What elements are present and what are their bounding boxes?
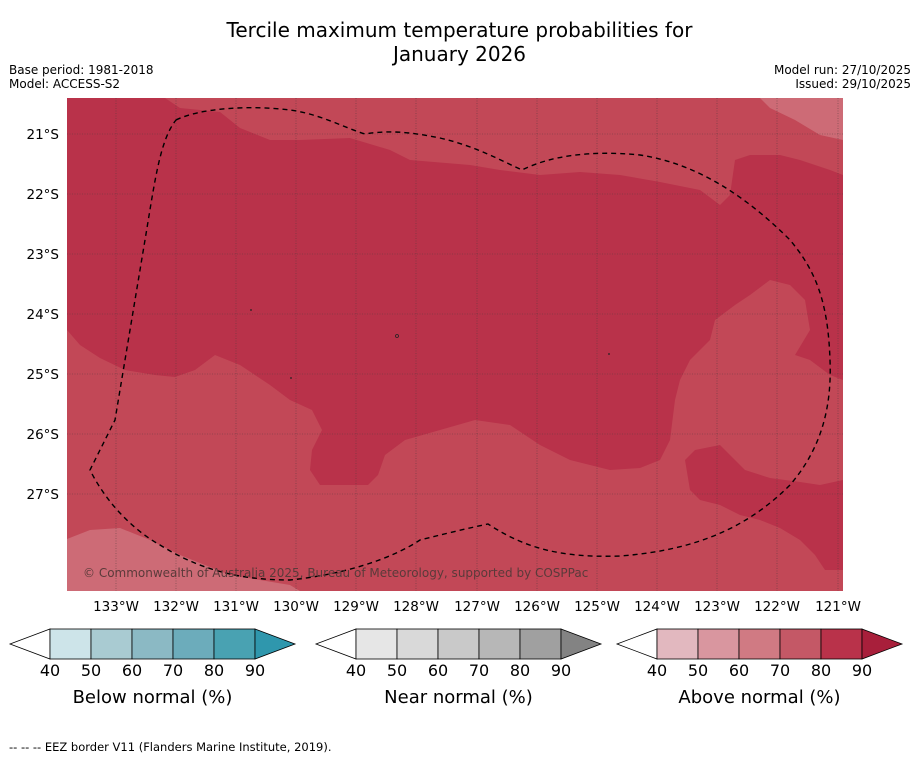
legend-below-normal: 40 50 60 70 80 90 Below normal (%): [8, 628, 297, 708]
gridlines: [67, 98, 843, 591]
lon-label: 125°W: [574, 599, 620, 615]
colorbar-tick-label: 70: [469, 661, 489, 680]
colorbar-tick-label: 50: [688, 661, 708, 680]
zone-light-top-right: [760, 98, 843, 140]
zone-dark-main: [67, 98, 843, 485]
colorbar-arrow-low: [314, 628, 357, 660]
map-figure: © Commonwealth of Australia 2025, Bureau…: [8, 98, 904, 708]
legend-near-normal: 40 50 60 70 80 90 Near normal (%): [314, 628, 603, 708]
colorbar-tick-label: 60: [729, 661, 749, 680]
lat-label: 22°S: [27, 187, 60, 203]
lon-label: 124°W: [634, 599, 680, 615]
colorbar-tick-label: 40: [346, 661, 366, 680]
colorbar-tick-label: 90: [245, 661, 265, 680]
colorbar-arrow-low: [615, 628, 658, 660]
meta-left: Base period: 1981-2018 Model: ACCESS-S2: [9, 63, 154, 91]
colorbar-segment: [738, 628, 781, 660]
issued-text: Issued: 29/10/2025: [795, 77, 911, 91]
zone-dark-east: [685, 445, 843, 570]
eez-border: [89, 107, 831, 581]
island-dots: [250, 309, 610, 379]
lon-label: 126°W: [514, 599, 560, 615]
colorbar-tick-label: 80: [204, 661, 224, 680]
lon-axis-labels: 133°W 132°W 131°W 130°W 129°W 128°W 127°…: [93, 599, 861, 615]
lon-label: 131°W: [213, 599, 259, 615]
colorbar-segment: [355, 628, 398, 660]
zone-light-bottom-left: [67, 528, 300, 591]
colorbar-segment: [779, 628, 822, 660]
lat-label: 21°S: [27, 127, 60, 143]
colorbar-segment: [213, 628, 256, 660]
colorbar-segment: [656, 628, 699, 660]
base-period-text: Base period: 1981-2018: [9, 63, 154, 77]
colorbar-segment: [131, 628, 174, 660]
colorbar-tick-label: 60: [122, 661, 142, 680]
meta-right: Model run: 27/10/2025 Issued: 29/10/2025: [774, 63, 911, 91]
colorbar-tick-label: 50: [387, 661, 407, 680]
colorbar-tick-label: 70: [770, 661, 790, 680]
map-panel: © Commonwealth of Australia 2025, Bureau…: [67, 98, 843, 591]
lon-label: 121°W: [815, 599, 861, 615]
lat-label: 23°S: [27, 247, 60, 263]
colorbar-segment: [396, 628, 439, 660]
colorbar-title: Above normal (%): [678, 687, 840, 708]
chart-title: Tercile maximum temperature probabilitie…: [0, 18, 919, 66]
colorbar-segment: [478, 628, 521, 660]
colorbar-tick-label: 40: [40, 661, 60, 680]
colorbar-segment: [49, 628, 92, 660]
title-line-1: Tercile maximum temperature probabilitie…: [226, 18, 693, 42]
colorbar-tick-label: 90: [852, 661, 872, 680]
colorbar-tick-label: 80: [811, 661, 831, 680]
colorbar-tick-label: 90: [551, 661, 571, 680]
model-text: Model: ACCESS-S2: [9, 77, 121, 91]
model-run-text: Model run: 27/10/2025: [773, 63, 911, 77]
lon-label: 129°W: [333, 599, 379, 615]
colorbar-segment: [519, 628, 562, 660]
colorbar-arrow-high: [254, 628, 297, 660]
legend-above-normal: 40 50 60 70 80 90 Above normal (%): [615, 628, 904, 708]
colorbar-segment: [437, 628, 480, 660]
colorbar-tick-label: 80: [510, 661, 530, 680]
title-line-2: January 2026: [392, 42, 527, 66]
lat-label: 27°S: [27, 487, 60, 503]
colorbar-title: Below normal (%): [73, 687, 233, 708]
lon-label: 123°W: [694, 599, 740, 615]
colorbar-arrow-low: [8, 628, 51, 660]
colorbar-segment: [90, 628, 133, 660]
colorbar-arrow-high: [861, 628, 904, 660]
colorbar-segment: [820, 628, 863, 660]
lon-label: 133°W: [93, 599, 139, 615]
lon-label: 130°W: [273, 599, 319, 615]
lon-label: 127°W: [454, 599, 500, 615]
colorbar-title: Near normal (%): [384, 687, 533, 708]
copyright-text: © Commonwealth of Australia 2025, Bureau…: [83, 566, 588, 580]
colorbar-tick-label: 40: [647, 661, 667, 680]
colorbar-segment: [697, 628, 740, 660]
lat-label: 26°S: [27, 427, 60, 443]
colorbar-segment: [172, 628, 215, 660]
colorbar-tick-label: 50: [81, 661, 101, 680]
colorbar-tick-label: 60: [428, 661, 448, 680]
lon-label: 122°W: [754, 599, 800, 615]
eez-footnote: -- -- -- EEZ border V11 (Flanders Marine…: [9, 740, 332, 754]
lat-axis-labels: 21°S 22°S 23°S 24°S 25°S 26°S 27°S: [27, 127, 60, 503]
lat-label: 24°S: [27, 307, 60, 323]
colorbar-tick-label: 70: [163, 661, 183, 680]
lat-label: 25°S: [27, 367, 60, 383]
lon-label: 132°W: [153, 599, 199, 615]
colorbar-arrow-high: [560, 628, 603, 660]
lon-label: 128°W: [393, 599, 439, 615]
